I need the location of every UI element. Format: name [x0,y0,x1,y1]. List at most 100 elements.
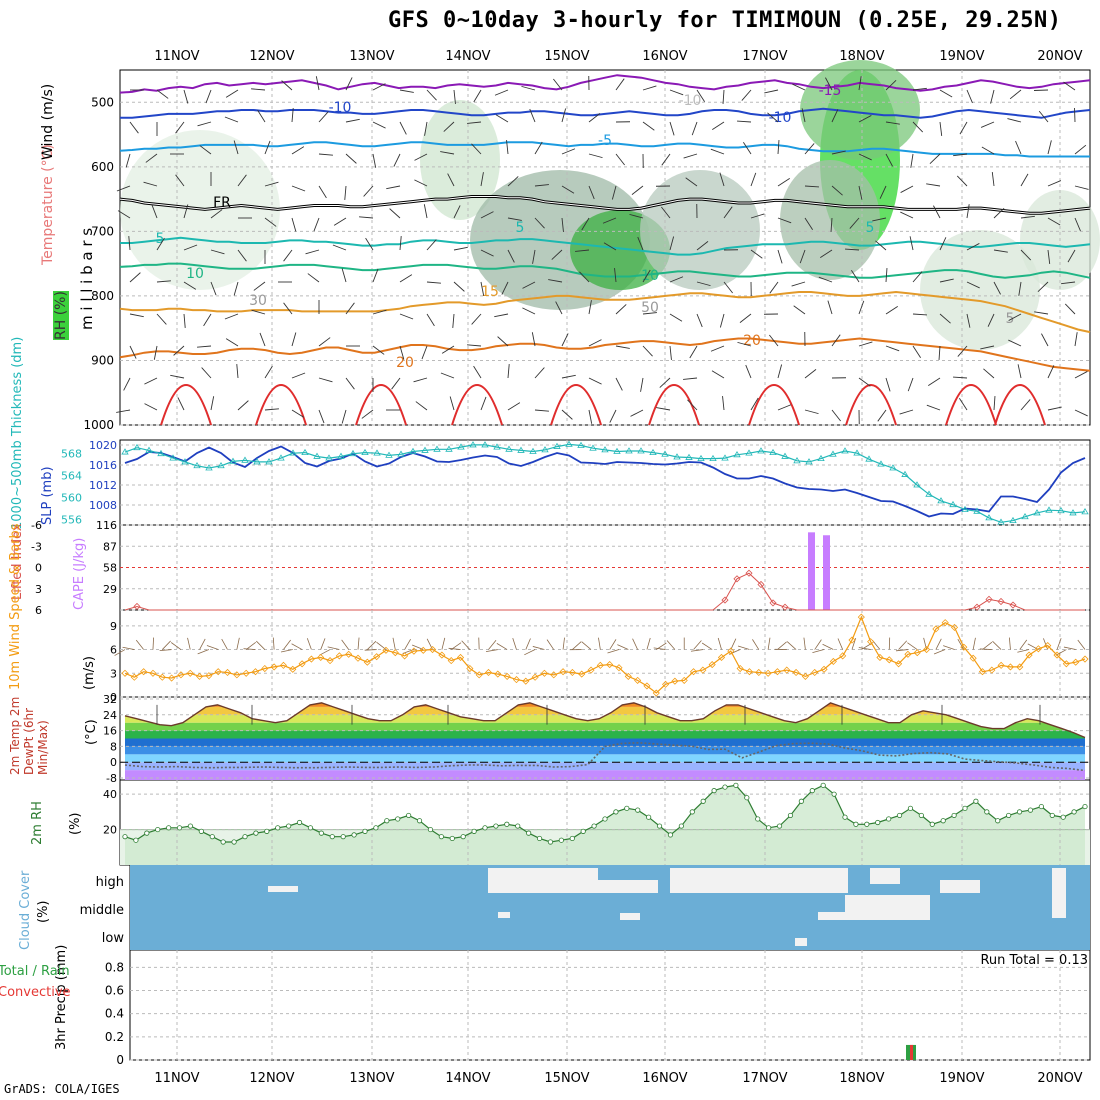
wind-barb [129,121,139,134]
wind-10m-barb [525,638,531,650]
wind-speed-point [727,647,735,655]
wind-barb [224,313,239,320]
wind-barb [872,217,887,222]
wind-barb [399,89,414,93]
li-point [133,602,141,611]
wind-barb [939,313,951,324]
rh-point [864,821,870,827]
wind-barb [953,153,968,157]
rh-point [536,835,543,842]
wind-speed-point [913,649,921,657]
wind-barb [885,153,893,167]
wind-barb [885,377,891,392]
contour-label: -10 [769,110,792,126]
rh-point [1006,812,1012,819]
rh-point [144,830,150,836]
wind-barb [116,185,131,192]
wind-speed-point [1044,642,1052,650]
wind-barb [386,185,401,190]
wind-10m-barb [392,637,396,650]
wind-10m-barb [364,649,377,651]
temp-ytick: 0 [110,756,117,769]
wind-barb [345,77,353,91]
wind-barb [830,217,833,232]
wind-barb [561,409,573,420]
wind-barb [561,374,576,379]
rh-point [766,825,772,831]
wind-speed-point [829,657,837,665]
wind-barb [183,244,198,251]
wind-barb [742,142,752,155]
wind-barb [640,377,644,392]
wind-barb [669,121,675,136]
wind-speed-point [811,668,819,677]
wind-barb [885,305,898,315]
wind-barb [225,89,239,98]
thickness-point [349,449,357,457]
wind-speed-point [596,661,604,669]
wind-speed-point [1006,663,1015,671]
wind-barb [885,79,897,91]
rh-point [1082,803,1088,810]
wind-barb [467,121,482,124]
slp-series-line [124,445,1086,518]
wind-10m-barb [803,637,806,650]
wind-barb [912,313,927,316]
wind-barb [669,313,683,322]
wind-10m-barb [152,637,154,650]
rh-point [155,826,161,833]
wind-barb [1020,215,1035,219]
thickness-point [265,458,273,465]
wind-10m-barb [979,648,992,650]
wind-speed-point [1034,645,1042,653]
wind-barb [264,217,277,227]
wind-speed-point [671,677,679,685]
wind-barb [603,242,617,251]
wind-barb [637,236,644,251]
rh-point [176,825,183,831]
rh-point [711,788,717,794]
rh-point [940,818,946,824]
wind-barb [929,153,941,165]
temp-ytick: 16 [103,725,117,738]
thickness-point [1069,509,1077,516]
wind-speed-point [839,652,847,660]
surface-isotherm-arch [748,384,801,426]
temp-band [125,706,1085,715]
wind-10m-barb [243,648,256,650]
surface-isotherm-arch [945,384,998,426]
wind-barb [575,249,590,252]
wind-barb [399,121,407,135]
wind-speed-point [680,676,688,684]
wind-10m-barb [1019,639,1028,650]
wind-barb [129,272,141,283]
wind-barb [291,409,305,418]
wind-speed-point [447,657,455,665]
rh-point [755,816,761,822]
wind-barb [938,345,941,360]
wind-barb [737,120,752,123]
isotherm--15 [119,74,1091,94]
wind-10m-barb [1017,649,1030,653]
rh-point [1049,812,1055,819]
wind-10m-barb [786,641,797,650]
wind-ytick: 3 [110,667,117,680]
rh-ytick: 40 [103,788,117,801]
wind-barb [696,241,709,251]
wind-barb [440,151,455,155]
thickness-point [637,447,645,454]
isotherm--10 [120,107,1091,119]
wind-10m-barb [1063,646,1076,650]
wind-10m-barb [837,638,844,650]
wind-speed-point [289,665,297,673]
wind-barb [561,185,575,194]
wind-barb [966,281,980,289]
thickness-point [1033,509,1041,516]
wind-speed-point [484,668,493,677]
wind-barb [210,249,225,255]
thickness-point [721,454,729,461]
contour-label: 5 [866,220,875,236]
wind-barb [981,146,995,155]
wind-barb [980,121,995,128]
wind-barb [691,121,698,136]
